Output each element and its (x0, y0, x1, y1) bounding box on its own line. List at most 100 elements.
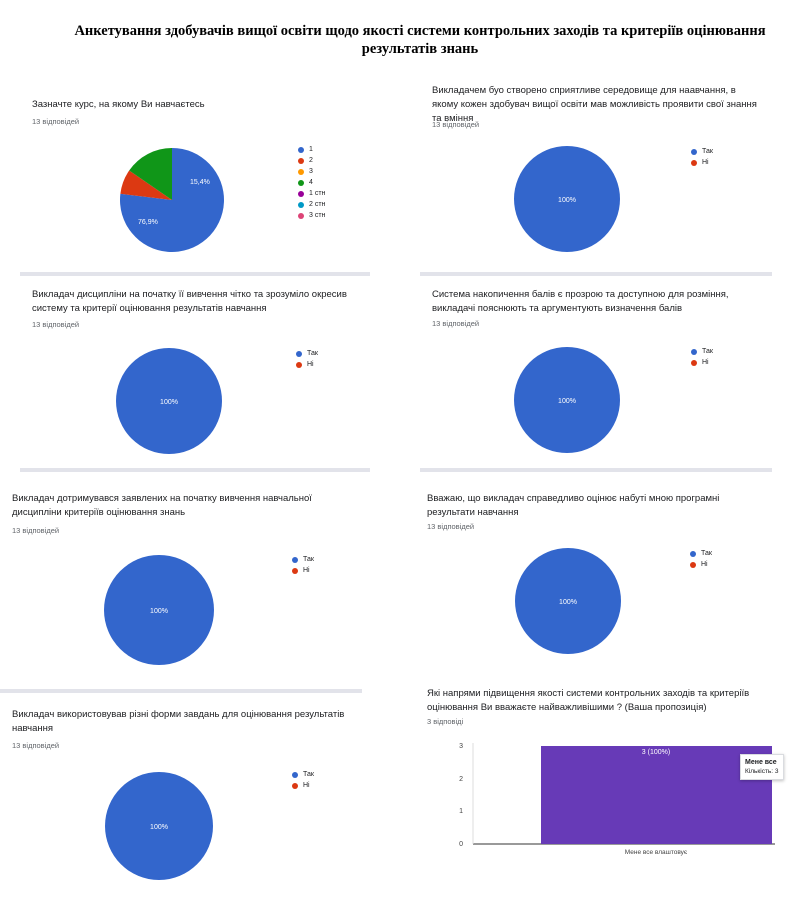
response-count: 13 відповідей (432, 319, 480, 328)
y-tick-label: 0 (459, 841, 463, 848)
pie-chart-course: 76,9% 15,4% (120, 148, 224, 252)
response-count: 13 відповідей (32, 320, 80, 329)
slice-label-tak: 100% (160, 399, 178, 406)
legend: Так Ні (292, 554, 314, 576)
legend-dot (296, 361, 302, 368)
pie-chart-adherence: 100% (104, 555, 214, 665)
legend-item: 2 стн (298, 199, 325, 210)
legend-item: 2 (298, 155, 325, 166)
legend-dot (298, 168, 304, 175)
card-criteria: Викладач дисципліни на початку її вивчен… (20, 282, 370, 472)
legend-dot (292, 567, 298, 574)
legend-dot (691, 359, 697, 366)
legend: Так Ні (691, 346, 713, 368)
legend-item: Так (690, 548, 712, 559)
pie-slice-tak (515, 548, 621, 654)
legend-dot (298, 190, 304, 197)
legend: Так Ні (292, 769, 314, 791)
legend: 1 2 3 4 1 стн 2 стн 3 стн (298, 144, 325, 221)
response-count: 13 відповідей (12, 526, 60, 535)
card-points-system: Система накопичення балів є прозрою та д… (420, 282, 772, 472)
question-title: Зазначте курс, на якому Ви навчаєтесь (32, 99, 205, 110)
legend-dot (691, 159, 697, 166)
question-title: Система накопичення балів є прозрою та д… (432, 289, 729, 314)
legend-item: 1 стн (298, 188, 325, 199)
legend-item: 4 (298, 177, 325, 188)
legend-dot (292, 556, 298, 563)
legend-dot (298, 146, 304, 153)
x-tick-label: Мене все влаштовує (625, 849, 688, 856)
card-environment: Викладачем буо створено сприятливе серед… (420, 76, 772, 276)
response-count: 13 відповідей (12, 741, 60, 750)
pie-chart-environment: 100% (514, 146, 620, 252)
card-course: Зазначте курс, на якому Ви навчаєтесь 13… (20, 90, 370, 276)
tooltip-title: Мене все (745, 759, 777, 766)
legend-dot (296, 350, 302, 357)
slice-label-4: 15,4% (190, 179, 210, 186)
card-separator (20, 468, 370, 472)
page-title: Анкетування здобувачів вищої освіти щодо… (74, 23, 766, 57)
legend-dot (298, 201, 304, 208)
legend-item: Ні (690, 559, 712, 570)
legend-item: Так (292, 769, 314, 780)
legend-item: Ні (296, 359, 318, 370)
legend-dot (691, 348, 697, 355)
response-count: 13 відповідей (432, 120, 480, 129)
pie-chart-fair-assessment: 100% (515, 548, 621, 654)
pie-chart-points-system: 100% (514, 347, 620, 453)
card-fair-assessment: Вважаю, що викладач справедливо оцінює н… (415, 486, 772, 672)
legend-item: Ні (691, 157, 713, 168)
question-title: Вважаю, що викладач справедливо оцінює н… (427, 493, 720, 518)
legend-item: Ні (691, 357, 713, 368)
slice-label-1: 76,9% (138, 219, 158, 226)
bar-tooltip: Мене все Кількість: 3 (740, 754, 784, 780)
legend-item: 1 (298, 144, 325, 155)
pie-slice-tak (514, 146, 620, 252)
bar-data-label: 3 (100%) (642, 749, 670, 756)
pie-slice-4 (129, 148, 172, 200)
legend-dot (292, 771, 298, 778)
slice-label-tak: 100% (150, 824, 168, 831)
pie-slice-2 (120, 170, 172, 200)
pie-slice-tak (116, 348, 222, 454)
tooltip-body: Кількість: 3 (745, 768, 779, 775)
card-task-forms: Викладач використовував різні форми завд… (0, 700, 362, 900)
legend-dot (298, 157, 304, 164)
card-adherence: Викладач дотримувався заявлених на почат… (0, 486, 362, 693)
legend-dot (690, 550, 696, 557)
card-separator (0, 689, 362, 693)
response-count: 13 відповідей (32, 117, 80, 126)
response-count: 3 відповіді (427, 717, 464, 726)
legend-item: Так (292, 554, 314, 565)
question-title: Викладач дисципліни на початку її вивчен… (32, 289, 347, 314)
pie-slice-tak (105, 772, 213, 880)
legend-dot (690, 561, 696, 568)
card-separator (420, 272, 772, 276)
legend-dot (298, 179, 304, 186)
legend-dot (691, 148, 697, 155)
y-axis: 3 2 1 0 (459, 743, 463, 848)
legend-dot (298, 212, 304, 219)
slice-label-tak: 100% (559, 599, 577, 606)
slice-label-tak: 100% (558, 398, 576, 405)
question-title: Викладачем буо створено сприятливе серед… (432, 85, 757, 124)
bar-mene-vse (541, 746, 772, 844)
y-tick-label: 2 (459, 776, 463, 783)
question-title: Викладач дотримувався заявлених на почат… (12, 493, 312, 518)
pie-chart-task-forms: 100% (105, 772, 213, 880)
legend: Так Ні (691, 146, 713, 168)
slice-label-tak: 100% (558, 197, 576, 204)
legend-item: Ні (292, 565, 314, 576)
legend: Так Ні (690, 548, 712, 570)
legend-dot (292, 782, 298, 789)
question-title: Які напрями підвищення якості системи ко… (427, 688, 750, 713)
card-separator (420, 468, 772, 472)
pie-slice-tak (514, 347, 620, 453)
y-tick-label: 3 (459, 743, 463, 750)
legend-item: Так (296, 348, 318, 359)
bar-chart-improvements: 3 2 1 0 3 (100%) Мене все влаштовує (459, 743, 775, 856)
slice-label-tak: 100% (150, 608, 168, 615)
legend-item: Так (691, 346, 713, 357)
card-improvements: Які напрями підвищення якості системи ко… (415, 681, 804, 900)
legend-item: 3 стн (298, 210, 325, 221)
